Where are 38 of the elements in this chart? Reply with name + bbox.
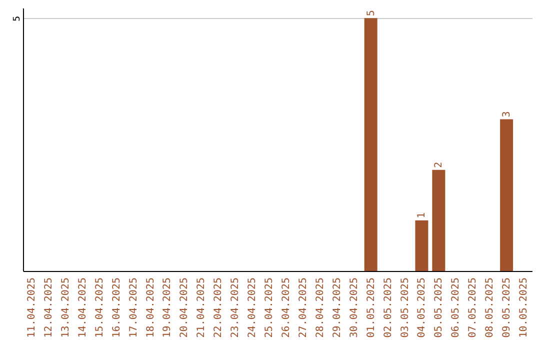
x-tick-label: 04.05.2025 <box>416 278 428 338</box>
x-tick-label: 19.04.2025 <box>162 278 174 338</box>
x-tick-label: 26.04.2025 <box>280 278 292 338</box>
x-tick-label: 10.05.2025 <box>518 278 530 338</box>
x-tick-label: 03.05.2025 <box>400 278 411 338</box>
x-tick-label: 07.05.2025 <box>468 278 479 338</box>
x-tick-label: 05.05.2025 <box>434 278 445 338</box>
x-tick-label: 28.04.2025 <box>314 278 326 338</box>
data-label: 5 <box>366 10 377 16</box>
bar <box>432 170 446 271</box>
x-tick-label: 30.04.2025 <box>348 278 360 338</box>
x-tick-label: 20.04.2025 <box>179 278 190 338</box>
x-tick-label: 13.04.2025 <box>60 278 72 338</box>
x-tick-label: 02.05.2025 <box>382 278 394 338</box>
x-tick-label: 24.04.2025 <box>247 278 258 338</box>
x-tick-label: 12.04.2025 <box>43 278 54 338</box>
x-tick-label: 14.04.2025 <box>77 278 88 338</box>
bar <box>364 18 378 271</box>
bar <box>415 220 428 271</box>
x-tick-label: 17.04.2025 <box>128 278 140 338</box>
data-label: 2 <box>434 162 445 168</box>
x-tick-label: 08.05.2025 <box>484 278 496 338</box>
bar <box>500 119 514 271</box>
x-tick-label: 01.05.2025 <box>366 278 377 338</box>
x-tick-label: 16.04.2025 <box>111 278 122 338</box>
x-tick-label: 15.04.2025 <box>94 278 106 338</box>
x-tick-label: 23.04.2025 <box>230 278 242 338</box>
data-label: 1 <box>416 212 428 218</box>
x-tick-label: 21.04.2025 <box>196 278 208 338</box>
x-tick-label: 29.04.2025 <box>332 278 343 338</box>
x-tick-label: 06.05.2025 <box>450 278 462 338</box>
x-tick-label: 27.04.2025 <box>298 278 309 338</box>
x-tick-label: 18.04.2025 <box>145 278 156 338</box>
x-tick-label: 22.04.2025 <box>213 278 224 338</box>
x-tick-label: 25.04.2025 <box>264 278 276 338</box>
x-tick-label: 09.05.2025 <box>502 278 513 338</box>
data-label: 3 <box>502 111 513 118</box>
x-tick-label: 11.04.2025 <box>26 278 38 338</box>
